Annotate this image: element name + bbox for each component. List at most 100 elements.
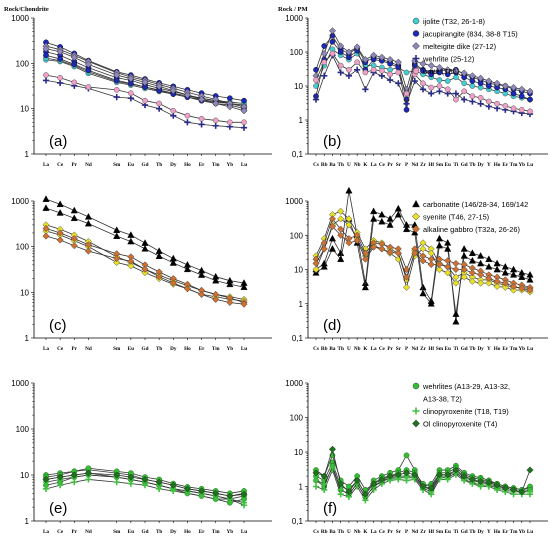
data-point bbox=[493, 265, 501, 273]
x-tick-label: Ce bbox=[57, 529, 64, 535]
data-point bbox=[183, 91, 191, 99]
data-point bbox=[142, 97, 148, 104]
data-point bbox=[477, 271, 485, 279]
data-point bbox=[460, 273, 468, 281]
series-urtite bbox=[43, 72, 247, 126]
x-tick-label: Lu bbox=[241, 162, 247, 168]
panel-f: 0,1 1 10 100 1000 Cs Rb Ba Th U Nb K La Ce Pr Sr P Nd Zr Hf… bbox=[285, 379, 548, 535]
x-tick-label: Sr bbox=[396, 346, 402, 352]
data-point bbox=[370, 66, 377, 73]
data-point bbox=[420, 80, 426, 87]
legend-label: jacupirangite (834, 38-8 T15) bbox=[422, 30, 518, 39]
x-tick-label: Dy bbox=[170, 346, 177, 352]
data-point bbox=[468, 269, 476, 277]
data-point bbox=[113, 232, 121, 239]
x-tick-label: Pr bbox=[387, 529, 393, 535]
x-tick-label: Yb bbox=[518, 162, 525, 168]
data-point bbox=[527, 96, 533, 103]
data-point bbox=[321, 480, 328, 487]
data-point bbox=[70, 471, 78, 479]
legend-marker bbox=[412, 55, 420, 62]
x-tick-label: Ti bbox=[454, 346, 459, 352]
data-point bbox=[353, 476, 361, 484]
legend: carbonatite (146/28-34, 169/142 syenite (… bbox=[412, 199, 528, 234]
data-point bbox=[127, 231, 135, 238]
data-point bbox=[345, 72, 353, 79]
data-point bbox=[156, 105, 163, 112]
y-tick-label: 10 bbox=[20, 288, 29, 297]
x-tick-label: Pr bbox=[387, 346, 393, 352]
data-point bbox=[240, 283, 248, 290]
legend-label: carbonatite (146/28-34, 169/142 bbox=[423, 200, 528, 209]
y-tick-label: 0,1 bbox=[292, 517, 304, 526]
series-melteigite bbox=[42, 45, 248, 115]
data-point bbox=[57, 74, 63, 81]
data-point bbox=[436, 88, 443, 95]
data-point bbox=[485, 274, 493, 282]
x-tick-label: Ce bbox=[379, 346, 386, 352]
x-tick-label: Tm bbox=[212, 529, 220, 535]
x-tick-label: P bbox=[405, 529, 409, 535]
data-point bbox=[361, 55, 369, 64]
panel-d: 0,1 1 10 100 1000 Cs Rb Ba Th U Nb K La Ce Pr Sr P Nd Zr Hf… bbox=[285, 186, 548, 352]
x-tick-label: La bbox=[371, 346, 377, 352]
y-tick-label: 10 bbox=[20, 471, 29, 480]
data-point bbox=[84, 247, 92, 255]
data-point bbox=[312, 483, 320, 490]
series-carbonatite bbox=[42, 204, 248, 290]
data-point bbox=[494, 100, 500, 107]
data-point bbox=[70, 53, 78, 61]
legend-label: wehrlite (25-12) bbox=[422, 55, 474, 64]
data-point bbox=[427, 61, 435, 70]
data-point bbox=[155, 82, 163, 90]
legend-label: clinopyroxenite (T18, T19) bbox=[423, 407, 509, 416]
data-point bbox=[435, 234, 443, 242]
data-point bbox=[477, 100, 484, 107]
x-tick-label: Pr bbox=[72, 529, 78, 535]
data-point bbox=[452, 279, 460, 287]
data-point bbox=[329, 50, 336, 57]
data-point bbox=[212, 117, 219, 124]
data-point bbox=[427, 260, 435, 269]
y-tick-label: 10 bbox=[20, 105, 29, 114]
data-point bbox=[353, 43, 361, 51]
x-tick-label: Hf bbox=[428, 346, 434, 352]
data-point bbox=[444, 78, 451, 84]
data-point bbox=[337, 62, 344, 69]
x-tick-label: Hf bbox=[428, 162, 434, 168]
data-point bbox=[56, 48, 64, 56]
data-point bbox=[427, 249, 435, 257]
data-point bbox=[435, 63, 444, 72]
x-tick-label: Eu bbox=[128, 346, 134, 352]
x-tick-label: Cs bbox=[313, 529, 319, 535]
data-point bbox=[42, 195, 50, 202]
y-tick-label: 1 bbox=[25, 517, 30, 526]
data-point bbox=[444, 86, 451, 93]
data-point bbox=[141, 265, 149, 273]
data-point bbox=[526, 466, 534, 474]
data-point bbox=[198, 487, 206, 495]
x-tick-label: Gd bbox=[461, 529, 468, 535]
data-point bbox=[387, 71, 393, 78]
data-point bbox=[394, 204, 402, 212]
data-point bbox=[370, 480, 378, 488]
legend-marker bbox=[412, 382, 420, 390]
x-tick-label: Gd bbox=[461, 346, 468, 352]
data-point bbox=[141, 78, 149, 86]
x-tick-label: Ce bbox=[57, 162, 64, 168]
legend: ijolite (T32, 26-1-8) jacupirangite (834,… bbox=[412, 17, 518, 76]
data-point bbox=[394, 210, 402, 218]
y-tick-label: 1 bbox=[25, 334, 30, 343]
x-tick-label: Ti bbox=[454, 162, 459, 168]
x-tick-label: Dy bbox=[477, 162, 484, 168]
series-ol-clinopyroxenite bbox=[312, 445, 534, 498]
data-point bbox=[212, 295, 220, 303]
x-tick-label: Dy bbox=[477, 529, 484, 535]
legend-marker bbox=[412, 42, 420, 50]
data-point bbox=[510, 105, 517, 112]
series-alkaline-gabbro bbox=[312, 222, 534, 294]
data-point bbox=[460, 265, 468, 274]
data-point bbox=[395, 80, 402, 87]
y-tick-label: 100 bbox=[290, 414, 304, 423]
